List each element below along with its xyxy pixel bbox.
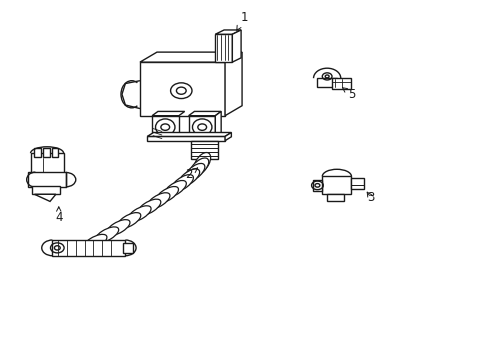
Bar <box>28 172 66 187</box>
Bar <box>52 148 58 157</box>
Ellipse shape <box>127 206 151 222</box>
Bar <box>317 78 336 87</box>
Polygon shape <box>312 180 322 191</box>
Polygon shape <box>188 111 221 116</box>
Ellipse shape <box>171 175 193 192</box>
Text: 1: 1 <box>236 11 248 30</box>
Polygon shape <box>34 194 56 202</box>
Bar <box>31 186 60 194</box>
Text: 5: 5 <box>342 87 354 101</box>
Polygon shape <box>224 52 242 116</box>
Ellipse shape <box>155 186 178 203</box>
Text: 4: 4 <box>55 207 62 224</box>
Polygon shape <box>147 132 231 136</box>
Bar <box>34 148 41 157</box>
Ellipse shape <box>194 153 210 173</box>
Ellipse shape <box>146 193 170 209</box>
Bar <box>122 243 132 253</box>
Text: 3: 3 <box>366 192 374 204</box>
Ellipse shape <box>192 119 211 135</box>
Polygon shape <box>140 62 224 116</box>
Polygon shape <box>147 136 224 141</box>
Bar <box>30 153 63 173</box>
Bar <box>191 141 217 158</box>
Polygon shape <box>215 30 241 34</box>
Polygon shape <box>152 116 179 137</box>
Polygon shape <box>224 132 231 141</box>
Ellipse shape <box>106 220 130 235</box>
Bar <box>331 78 351 89</box>
Ellipse shape <box>137 199 161 215</box>
Bar <box>43 148 49 157</box>
Polygon shape <box>140 52 242 62</box>
Polygon shape <box>215 111 221 137</box>
Ellipse shape <box>184 163 204 181</box>
Bar <box>52 240 125 256</box>
Bar <box>326 194 344 202</box>
Bar <box>351 178 363 189</box>
Polygon shape <box>215 34 232 62</box>
Ellipse shape <box>155 119 175 135</box>
Ellipse shape <box>189 158 208 177</box>
Polygon shape <box>152 111 184 116</box>
Polygon shape <box>232 30 241 62</box>
Ellipse shape <box>163 180 186 197</box>
Ellipse shape <box>117 213 141 229</box>
Bar <box>322 176 351 194</box>
Ellipse shape <box>178 169 199 186</box>
Ellipse shape <box>83 234 107 250</box>
Text: 2: 2 <box>184 168 197 181</box>
Ellipse shape <box>95 227 119 243</box>
Polygon shape <box>188 116 215 137</box>
